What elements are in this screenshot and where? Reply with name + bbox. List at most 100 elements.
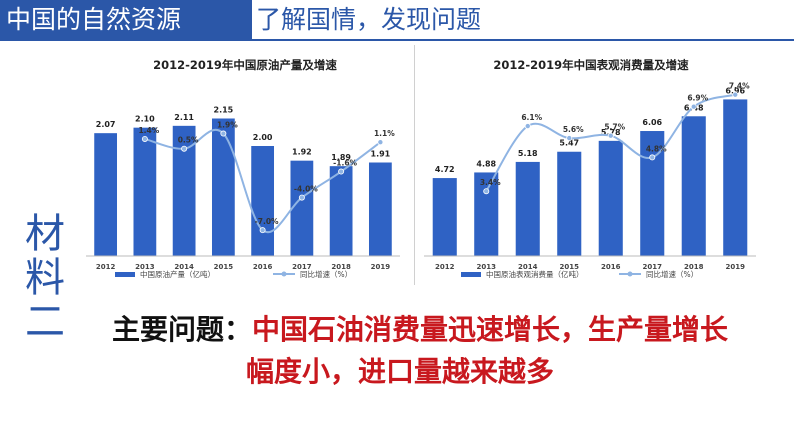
bar-value-label: 2.15 (214, 106, 234, 115)
bar-2012 (432, 178, 457, 256)
legend-line-marker (281, 271, 287, 277)
x-tick-label: 2015 (560, 263, 580, 271)
bar-2014 (515, 161, 540, 256)
x-tick-label: 2014 (174, 263, 194, 271)
growth-label: 0.5% (178, 136, 199, 145)
x-tick-label: 2018 (684, 263, 704, 271)
x-tick-label: 2017 (292, 263, 312, 271)
bar-2015 (211, 118, 235, 256)
x-tick-label: 2015 (214, 263, 234, 271)
conclusion-prefix: 主要问题： (112, 313, 253, 346)
bar-2019 (723, 99, 748, 256)
material-label-char-3: 二 (25, 299, 65, 345)
bar-value-label: 1.92 (292, 148, 312, 157)
bar-2016 (598, 140, 623, 256)
bar-value-label: 5.18 (518, 149, 538, 158)
x-tick-label: 2016 (253, 263, 273, 271)
bar-2014 (172, 125, 196, 256)
bar-2017 (290, 160, 314, 256)
growth-point-2016 (607, 132, 614, 139)
production-chart-svg: 2012-2019年中国原油产量及增速 2.07 2.10 2.11 2.15 2.00 1… (86, 58, 400, 279)
growth-label: 1.4% (138, 126, 159, 135)
x-tick-label: 2014 (518, 263, 538, 271)
growth-point-2019 (732, 91, 739, 98)
section-title: 中国的自然资源 (0, 0, 252, 40)
legend-bar-label: 中国原油产量（亿吨） (140, 269, 215, 279)
bar-value-label: 1.89 (331, 153, 351, 162)
growth-point-2013 (141, 135, 148, 142)
x-tick-label: 2013 (135, 263, 155, 271)
conclusion-line-2: 幅度小，进口量越来越多 (246, 355, 555, 388)
x-tick-label: 2013 (477, 263, 497, 271)
bar-value-label: 6.06 (642, 118, 662, 127)
bar-2018 (329, 166, 353, 256)
growth-point-2018 (338, 168, 345, 175)
bar-value-label: 6.96 (725, 86, 745, 95)
legend-bar-swatch (461, 272, 481, 277)
bar-2019 (368, 162, 392, 256)
legend-bar-swatch (115, 272, 135, 277)
growth-label: 1.9% (217, 121, 238, 130)
conclusion-line-1: 中国石油消费量迅速增长，生产量增长 (252, 313, 729, 346)
growth-point-2014 (524, 123, 531, 130)
x-tick-label: 2012 (96, 263, 116, 271)
growth-point-2017 (649, 154, 656, 161)
growth-point-2016 (259, 227, 266, 234)
material-label-char-2: 料 (25, 255, 65, 301)
bar-value-label: 4.72 (435, 165, 455, 174)
header-bar: 中国的自然资源 了解国情，发现问题 (0, 0, 794, 41)
growth-label: 5.6% (563, 125, 584, 134)
growth-label: 4.8% (646, 144, 667, 153)
growth-label: -7.0% (255, 217, 279, 226)
bar-value-label: 5.47 (559, 139, 579, 148)
growth-label: 5.7% (604, 123, 625, 132)
bar-2013 (474, 172, 499, 256)
bar-value-label: 2.00 (253, 133, 273, 142)
chart-title: 2012-2019年中国原油产量及增速 (153, 58, 337, 72)
x-tick-label: 2018 (331, 263, 351, 271)
growth-label: 6.1% (521, 113, 542, 122)
growth-label: 6.9% (687, 94, 708, 103)
consumption-chart: 2012-2019年中国表观消费量及增速 4.72 4.88 5.18 5.47 5.78… (420, 45, 762, 285)
legend-line-label: 同比增速（%） (646, 269, 698, 279)
legend-bar-label: 中国原油表观消费量（亿吨） (486, 269, 584, 279)
growth-label: 7.4% (729, 82, 750, 91)
growth-point-2018 (690, 103, 697, 110)
bar-value-label: 4.88 (476, 159, 496, 168)
bar-2016 (251, 146, 275, 256)
growth-point-2015 (566, 135, 573, 142)
legend-line-label: 同比增速（%） (300, 269, 352, 279)
x-tick-label: 2012 (435, 263, 455, 271)
production-chart: 2012-2019年中国原油产量及增速 2.07 2.10 2.11 2.15 2.00 1… (82, 45, 408, 285)
x-tick-label: 2019 (726, 263, 746, 271)
bar-2018 (681, 116, 706, 256)
bar-value-label: 5.78 (601, 128, 621, 137)
material-label: 材 料 二 (20, 212, 70, 344)
bar-value-label: 2.10 (135, 115, 155, 124)
growth-point-2013 (483, 188, 490, 195)
growth-point-2017 (298, 194, 305, 201)
section-subtitle: 了解国情，发现问题 (256, 5, 482, 34)
growth-label: -1.6% (333, 159, 357, 168)
material-label-char-1: 材 (25, 211, 65, 257)
bar-value-label: 2.11 (174, 113, 194, 122)
x-tick-label: 2017 (643, 263, 663, 271)
consumption-chart-svg: 2012-2019年中国表观消费量及增速 4.72 4.88 5.18 5.47 5.78… (424, 58, 756, 279)
growth-point-2014 (181, 145, 188, 152)
header-underline (0, 39, 794, 41)
panel-divider (414, 45, 415, 285)
growth-label: 3.4% (480, 178, 501, 187)
conclusion-text: 主要问题：中国石油消费量迅速增长，生产量增长 (112, 310, 782, 350)
legend-line-marker (627, 271, 633, 277)
growth-point-2015 (220, 130, 227, 137)
chart-title: 2012-2019年中国表观消费量及增速 (493, 58, 689, 72)
bar-2013 (133, 127, 157, 257)
growth-label: -4.0% (294, 185, 318, 194)
growth-label: 1.1% (374, 129, 395, 138)
bar-2015 (557, 151, 582, 256)
bar-2012 (94, 133, 118, 256)
bar-value-label: 2.07 (96, 120, 116, 129)
x-tick-label: 2019 (371, 263, 391, 271)
x-tick-label: 2016 (601, 263, 621, 271)
growth-point-2019 (377, 139, 384, 146)
